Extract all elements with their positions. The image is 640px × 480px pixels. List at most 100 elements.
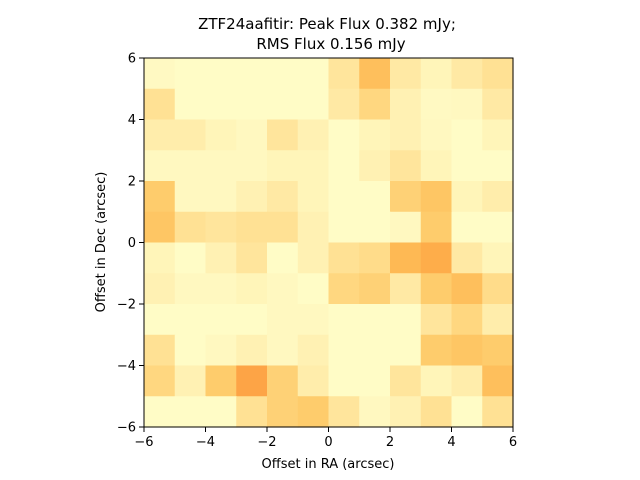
heatmap-cells — [144, 58, 514, 428]
heatmap-cell — [144, 88, 176, 121]
heatmap-cell — [236, 119, 268, 151]
heatmap-cell — [205, 273, 237, 305]
heatmap-cell — [482, 334, 514, 367]
heatmap-cell — [297, 181, 330, 213]
heatmap-cell — [236, 365, 268, 397]
heatmap-cell — [328, 58, 360, 90]
heatmap-cell — [359, 88, 391, 121]
x-tick-label: 6 — [509, 435, 517, 450]
heatmap-cell — [482, 119, 514, 151]
heatmap-cell — [144, 119, 176, 151]
heatmap-cell — [390, 181, 422, 213]
y-tick-label: −2 — [117, 298, 136, 313]
heatmap-cell — [420, 58, 453, 90]
heatmap-cell — [451, 273, 483, 305]
heatmap-cell — [451, 334, 483, 367]
heatmap-cell — [451, 304, 483, 336]
heatmap-cell — [482, 273, 514, 305]
y-tick-label: 4 — [128, 113, 136, 128]
heatmap-cell — [390, 396, 422, 428]
heatmap-cell — [267, 58, 299, 90]
heatmap-cell — [297, 273, 330, 305]
heatmap-cell — [451, 58, 483, 90]
heatmap-cell — [451, 365, 483, 397]
heatmap-cell — [328, 211, 360, 244]
heatmap-cell — [359, 211, 391, 244]
heatmap-cell — [267, 88, 299, 121]
heatmap-cell — [359, 304, 391, 336]
heatmap-cell — [297, 88, 330, 121]
heatmap-cell — [205, 150, 237, 182]
heatmap-cell — [174, 242, 207, 274]
heatmap-cell — [297, 396, 330, 428]
y-axis-ticks: −6 −4 −2 0 2 4 6 — [117, 52, 144, 436]
heatmap-cell — [359, 365, 391, 397]
y-tick-label: 6 — [128, 52, 136, 67]
heatmap-cell — [420, 181, 453, 213]
heatmap-cell — [236, 150, 268, 182]
heatmap-cell — [390, 304, 422, 336]
x-axis-ticks: −6 −4 −2 0 2 4 6 — [134, 427, 517, 450]
heatmap-cell — [420, 396, 453, 428]
heatmap-cell — [482, 58, 514, 90]
heatmap-cell — [297, 211, 330, 244]
heatmap-cell — [451, 396, 483, 428]
heatmap-cell — [328, 334, 360, 367]
heatmap-cell — [174, 88, 207, 121]
heatmap-cell — [205, 58, 237, 90]
heatmap-cell — [420, 365, 453, 397]
heatmap-cell — [236, 88, 268, 121]
heatmap-cell — [390, 150, 422, 182]
heatmap-cell — [174, 365, 207, 397]
heatmap-cell — [267, 304, 299, 336]
heatmap-cell — [328, 242, 360, 274]
heatmap-cell — [482, 181, 514, 213]
heatmap-cell — [451, 242, 483, 274]
heatmap-cell — [174, 181, 207, 213]
heatmap-cell — [297, 242, 330, 274]
heatmap-cell — [390, 365, 422, 397]
heatmap-cell — [267, 242, 299, 274]
heatmap-cell — [328, 273, 360, 305]
heatmap-cell — [174, 150, 207, 182]
heatmap-cell — [144, 181, 176, 213]
heatmap-cell — [205, 365, 237, 397]
heatmap-cell — [205, 396, 237, 428]
heatmap-cell — [144, 211, 176, 244]
heatmap-cell — [144, 365, 176, 397]
heatmap-cell — [390, 88, 422, 121]
heatmap-cell — [205, 88, 237, 121]
heatmap-cell — [144, 58, 176, 90]
heatmap-cell — [390, 242, 422, 274]
heatmap-cell — [205, 119, 237, 151]
heatmap-cell — [205, 242, 237, 274]
heatmap-cell — [236, 242, 268, 274]
heatmap-cell — [420, 242, 453, 274]
heatmap-cell — [174, 58, 207, 90]
heatmap-cell — [390, 58, 422, 90]
heatmap-cell — [420, 150, 453, 182]
heatmap-cell — [359, 150, 391, 182]
y-axis-label: Offset in Dec (arcsec) — [94, 172, 109, 313]
heatmap-cell — [359, 58, 391, 90]
heatmap-cell — [267, 273, 299, 305]
heatmap-cell — [267, 181, 299, 213]
heatmap-cell — [297, 58, 330, 90]
heatmap-cell — [174, 119, 207, 151]
heatmap-cell — [267, 211, 299, 244]
heatmap-cell — [297, 365, 330, 397]
heatmap-cell — [451, 119, 483, 151]
heatmap-cell — [482, 211, 514, 244]
heatmap-cell — [359, 273, 391, 305]
heatmap-cell — [328, 304, 360, 336]
heatmap-cell — [297, 150, 330, 182]
heatmap-cell — [267, 334, 299, 367]
heatmap-cell — [297, 334, 330, 367]
heatmap-cell — [328, 150, 360, 182]
x-tick-label: 4 — [447, 435, 455, 450]
heatmap-cell — [420, 88, 453, 121]
chart-title-line1: ZTF24aafitir: Peak Flux 0.382 mJy; — [198, 15, 456, 33]
heatmap-cell — [451, 181, 483, 213]
